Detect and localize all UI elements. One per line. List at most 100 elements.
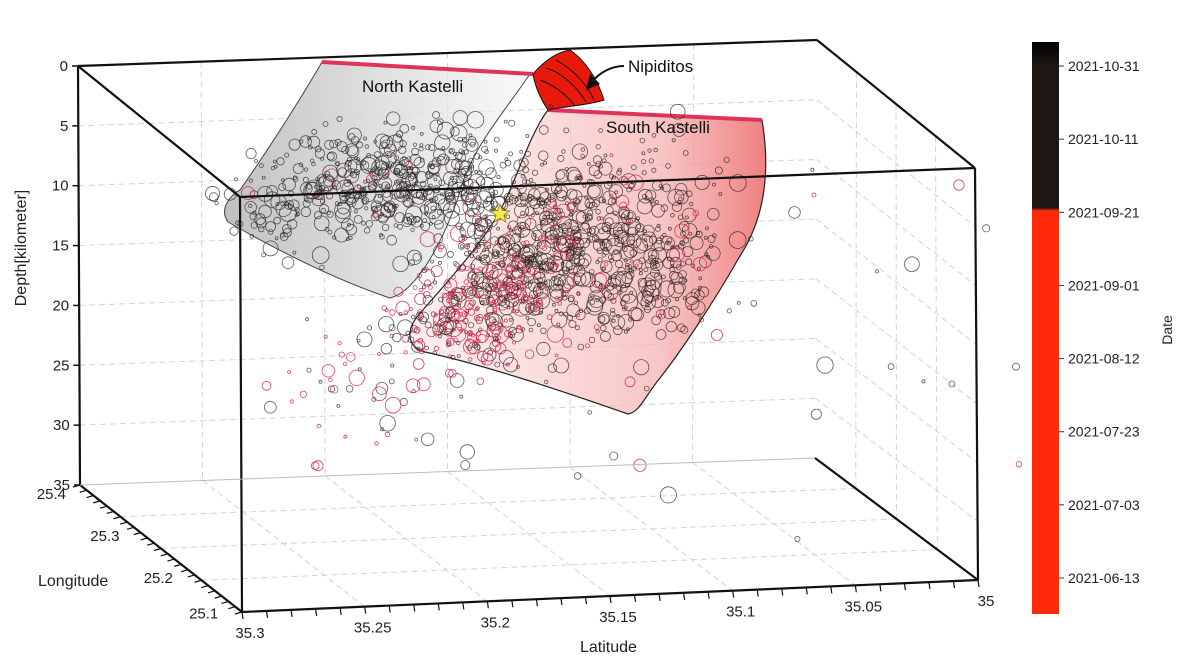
earthquake-point — [810, 167, 815, 172]
latitude-minor-tick — [633, 594, 637, 603]
earthquake-point — [378, 315, 395, 333]
earthquake-point — [726, 308, 732, 314]
earthquake-point — [324, 139, 335, 150]
grid-line — [815, 218, 977, 345]
earthquake-point — [332, 235, 337, 240]
earthquake-point — [372, 386, 387, 402]
earthquake-point — [311, 246, 330, 264]
earthquake-point — [600, 330, 611, 342]
earthquake-point — [674, 223, 690, 239]
north-kastelli-trace — [321, 60, 534, 76]
earthquake-point — [474, 217, 479, 222]
earthquake-point — [547, 199, 556, 208]
earthquake-point — [705, 226, 709, 231]
earthquake-point — [371, 396, 377, 402]
earthquake-point — [573, 272, 578, 277]
earthquake-point — [356, 161, 361, 166]
earthquake-point — [486, 322, 496, 332]
earthquake-point — [261, 380, 272, 391]
earthquake-point — [336, 403, 341, 408]
earthquake-point — [412, 253, 421, 262]
earthquake-point — [621, 272, 634, 285]
earthquake-point — [619, 284, 628, 293]
earthquake-point — [485, 333, 490, 338]
earthquake-point — [626, 186, 632, 193]
earthquake-point — [478, 327, 483, 332]
earthquake-point — [608, 222, 624, 238]
earthquake-point — [497, 327, 502, 332]
earthquake-point — [476, 338, 481, 343]
earthquake-point — [511, 267, 524, 279]
latitude-minor-tick — [511, 600, 514, 608]
grid-line — [79, 338, 816, 366]
earthquake-point — [318, 204, 330, 215]
earthquake-point — [463, 279, 469, 285]
earthquake-point — [565, 166, 581, 182]
earthquake-point — [559, 211, 565, 218]
earthquake-point — [560, 291, 567, 297]
earthquake-point — [566, 314, 574, 321]
earthquake-point — [343, 361, 348, 366]
earthquake-point — [463, 149, 469, 155]
earthquake-point — [600, 260, 613, 273]
earthquake-point — [330, 385, 339, 394]
earthquake-point — [627, 226, 638, 238]
grid-line — [200, 61, 203, 481]
earthquake-point — [464, 287, 476, 299]
earthquake-point — [589, 225, 599, 236]
earthquake-point — [685, 215, 689, 220]
earthquake-point — [292, 250, 297, 255]
earthquake-point — [395, 130, 404, 138]
latitude-minor-tick — [977, 579, 980, 588]
earthquake-point — [816, 356, 834, 374]
earthquake-point — [503, 119, 508, 124]
earthquake-point — [473, 225, 492, 244]
earthquake-point — [574, 269, 592, 287]
earthquake-point — [528, 327, 534, 333]
earthquake-point — [520, 327, 526, 332]
earthquake-point — [495, 290, 503, 298]
earthquake-point — [541, 261, 546, 266]
earthquake-point — [557, 280, 563, 286]
earthquake-point — [489, 191, 495, 197]
earthquake-point — [576, 313, 581, 318]
earthquake-point — [442, 319, 457, 333]
earthquake-point — [403, 181, 412, 189]
earthquake-point — [524, 217, 537, 230]
latitude-tick-label: 35.05 — [845, 598, 883, 615]
earthquake-point — [592, 199, 600, 208]
earthquake-point — [661, 298, 669, 307]
earthquake-point — [630, 307, 645, 322]
earthquake-point — [310, 461, 320, 471]
earthquake-point — [478, 159, 495, 176]
earthquake-point — [410, 227, 415, 232]
earthquake-point — [520, 210, 526, 216]
earthquake-point — [728, 231, 747, 249]
earthquake-point — [597, 311, 611, 325]
earthquake-point — [393, 163, 406, 176]
earthquake-point — [536, 240, 552, 255]
longitude-minor-tick — [93, 500, 101, 504]
earthquake-point — [603, 153, 608, 158]
earthquake-point — [628, 317, 633, 322]
earthquake-point — [274, 236, 279, 241]
earthquake-point — [378, 169, 383, 174]
earthquake-point — [502, 281, 511, 290]
earthquake-point — [418, 348, 425, 355]
earthquake-point — [524, 349, 535, 359]
earthquake-point — [433, 233, 444, 244]
earthquake-point — [643, 229, 647, 234]
earthquake-point — [467, 357, 473, 362]
earthquake-point — [647, 148, 652, 153]
earthquake-point — [488, 294, 501, 307]
earthquake-point — [571, 249, 576, 255]
depth-axis-label: Depth[kilometer] — [13, 190, 30, 307]
earthquake-point — [502, 235, 511, 244]
earthquake-point — [714, 166, 723, 175]
earthquake-point — [306, 184, 312, 190]
earthquake-point — [609, 173, 614, 179]
earthquake-point — [650, 201, 656, 207]
earthquake-point — [489, 200, 494, 205]
earthquake-point — [561, 266, 570, 275]
earthquake-point — [334, 227, 349, 243]
